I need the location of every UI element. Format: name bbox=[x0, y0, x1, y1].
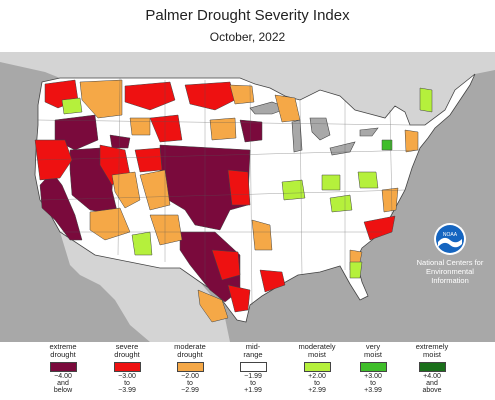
org-name-line-2: Environmental bbox=[426, 267, 474, 276]
legend-range: −1.99 to +1.99 bbox=[244, 373, 262, 394]
legend-label: moderate drought bbox=[174, 342, 206, 359]
legend-label: very moist bbox=[364, 342, 382, 359]
legend-range: +2.00 to +2.99 bbox=[308, 373, 326, 394]
map-title: Palmer Drought Severity Index bbox=[145, 7, 350, 24]
legend-swatch bbox=[49, 362, 77, 372]
moderate-drought-areas bbox=[79, 79, 419, 323]
moderately-moist-areas bbox=[61, 87, 433, 279]
legend-label: mid-range bbox=[243, 342, 263, 359]
legend-range: −2.00 to −2.99 bbox=[181, 373, 199, 394]
legend-swatch bbox=[113, 362, 141, 372]
org-name-line-1: National Centers for bbox=[416, 258, 484, 267]
legend-label: severe drought bbox=[114, 342, 140, 359]
legend-item-severe-drought: severe drought −3.00 to −3.99 bbox=[97, 343, 157, 394]
map-legend: extreme drought −4.00 and below severe droug… bbox=[0, 343, 495, 400]
org-name-line-3: Information bbox=[431, 276, 469, 285]
legend-swatch bbox=[359, 362, 387, 372]
legend-item-extremely-moist: extremely moist +4.00 and above bbox=[402, 342, 462, 395]
legend-item-very-moist: very moist +3.00 to +3.99 bbox=[343, 343, 403, 394]
legend-item-extreme-drought: extreme drought −4.00 and below bbox=[33, 342, 93, 395]
very-moist-areas bbox=[381, 139, 393, 151]
legend-item-mid-range: mid-range −1.99 to +1.99 bbox=[223, 343, 283, 394]
great-lakes bbox=[249, 101, 379, 156]
legend-swatch bbox=[239, 362, 267, 372]
legend-swatch bbox=[418, 362, 446, 372]
noaa-logo-icon: NOAA bbox=[434, 223, 466, 255]
legend-range: +4.00 and above bbox=[422, 373, 442, 394]
map-subtitle: October, 2022 bbox=[209, 30, 286, 44]
legend-swatch bbox=[176, 362, 204, 372]
drought-map bbox=[0, 52, 495, 342]
legend-item-moderate-drought: moderate drought −2.00 to −2.99 bbox=[160, 342, 220, 395]
noaa-block: NOAA National Centers for Environmental … bbox=[410, 222, 490, 285]
legend-range: −4.00 and below bbox=[53, 373, 73, 394]
legend-label: extremely moist bbox=[415, 342, 449, 359]
noaa-logo-text: NOAA bbox=[443, 232, 458, 238]
legend-swatch bbox=[303, 362, 331, 372]
legend-range: +3.00 to +3.99 bbox=[364, 373, 382, 394]
legend-label: extreme drought bbox=[49, 342, 77, 359]
legend-label: moderately moist bbox=[298, 342, 336, 359]
legend-range: −3.00 to −3.99 bbox=[118, 373, 136, 394]
mexico-land bbox=[60, 232, 230, 342]
canada-land bbox=[0, 52, 495, 125]
division-lines bbox=[35, 77, 421, 306]
legend-item-moderately-moist: moderately moist +2.00 to +2.99 bbox=[287, 342, 347, 395]
